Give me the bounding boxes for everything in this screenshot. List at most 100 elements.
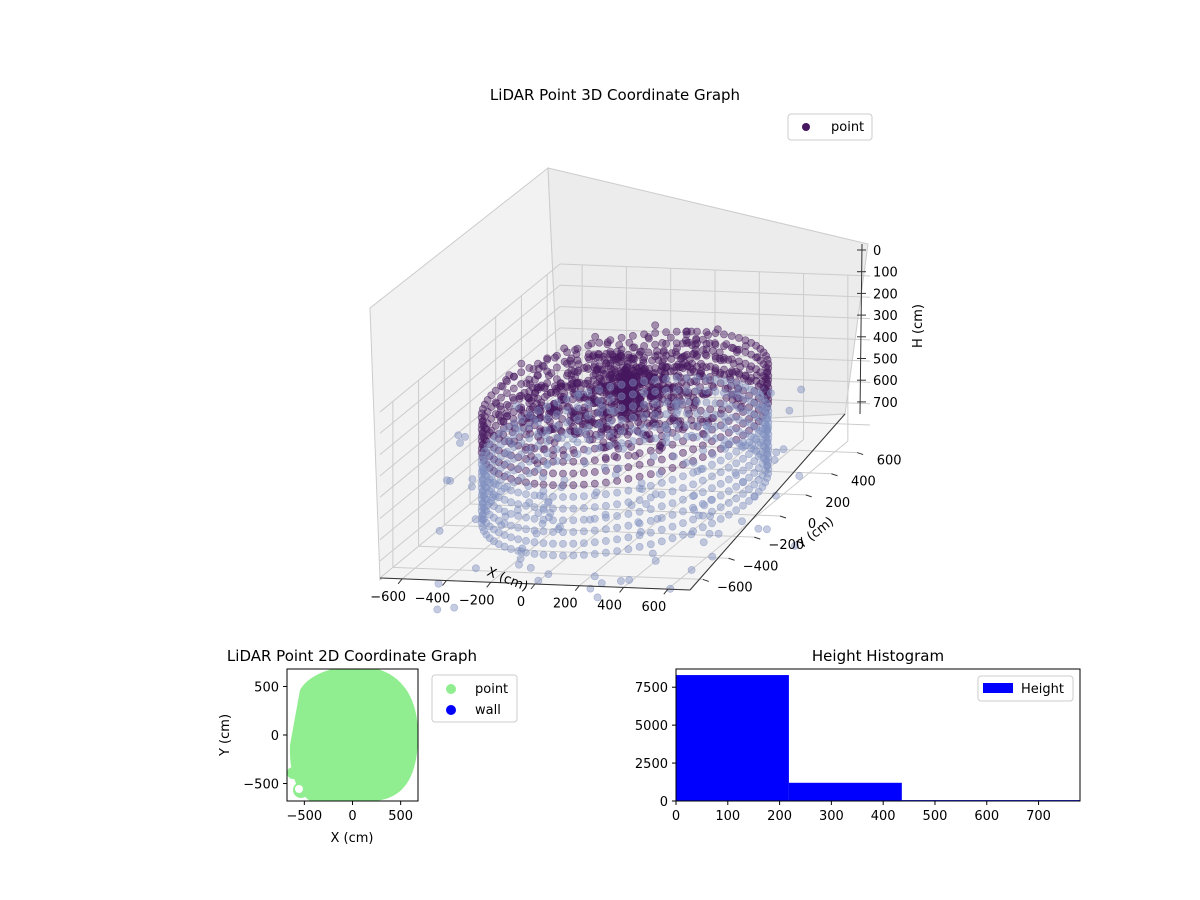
z-ticks-3d: 0 100 200 300 400 500 600 700 bbox=[857, 244, 898, 411]
data-point-3d bbox=[657, 490, 666, 499]
data-point-3d bbox=[679, 519, 687, 527]
data-point-3d bbox=[435, 527, 444, 535]
data-point-3d bbox=[752, 447, 760, 455]
data-point-3d bbox=[602, 513, 610, 522]
data-point-3d bbox=[509, 431, 518, 440]
data-point-3d bbox=[509, 443, 518, 451]
data-point-3d bbox=[747, 409, 756, 417]
data-point-3d bbox=[724, 417, 733, 425]
data-point-3d bbox=[549, 504, 557, 513]
data-point-3d bbox=[590, 572, 599, 581]
data-point-3d bbox=[606, 336, 615, 344]
data-point-3d bbox=[675, 393, 683, 402]
x-ticks-3d: −600 −400 −200 0 200 400 600 bbox=[370, 578, 669, 615]
data-point-3d bbox=[711, 434, 720, 443]
data-point-3d bbox=[687, 416, 696, 424]
grid-line bbox=[379, 263, 561, 413]
data-point-3d bbox=[735, 357, 743, 366]
data-point-3d bbox=[629, 378, 637, 387]
data-point-3d bbox=[525, 364, 534, 372]
data-point-3d bbox=[719, 442, 728, 450]
data-point-3d bbox=[693, 409, 701, 418]
data-point-3d bbox=[580, 480, 588, 489]
data-point-3d bbox=[747, 397, 756, 406]
data-point-3d bbox=[541, 431, 550, 440]
data-point-3d bbox=[595, 385, 604, 394]
x-tick-3d bbox=[397, 578, 403, 585]
data-point-3d bbox=[640, 388, 648, 397]
grid-line bbox=[379, 284, 561, 434]
data-point-3d bbox=[588, 384, 597, 393]
data-point-3d bbox=[747, 362, 756, 371]
data-point-3d bbox=[758, 471, 767, 480]
data-point-3d bbox=[626, 421, 634, 430]
data-point-3d bbox=[720, 424, 728, 432]
data-point-3d bbox=[640, 342, 648, 350]
data-point-3d bbox=[602, 466, 610, 475]
data-point-3d bbox=[624, 486, 633, 495]
data-point-3d bbox=[651, 411, 660, 419]
data-point-3d bbox=[586, 515, 594, 524]
data-point-3d bbox=[507, 498, 515, 507]
data-point-3d bbox=[629, 374, 638, 383]
data-point-3d bbox=[689, 445, 697, 454]
data-point-3d bbox=[635, 393, 643, 402]
data-point-3d bbox=[711, 352, 720, 361]
data-point-3d bbox=[655, 446, 664, 455]
data-point-3d bbox=[711, 399, 720, 408]
data-point-3d bbox=[590, 550, 599, 558]
data-point-3d bbox=[745, 497, 753, 505]
data-point-3d bbox=[613, 512, 621, 520]
data-point-3d bbox=[525, 399, 534, 407]
data-point-3d bbox=[657, 537, 666, 546]
data-point-3d bbox=[662, 375, 670, 383]
data-point-3d bbox=[662, 438, 671, 447]
data-point-3d bbox=[702, 398, 711, 407]
data-point-3d bbox=[635, 437, 644, 446]
data-point-3d bbox=[559, 493, 567, 501]
data-point-3d bbox=[785, 406, 794, 415]
data-point-3d bbox=[649, 452, 658, 461]
data-point-3d bbox=[480, 505, 489, 514]
data-point-3d bbox=[701, 350, 710, 359]
data-point-3d bbox=[570, 367, 579, 376]
data-point-3d bbox=[701, 377, 710, 386]
data-point-3d bbox=[525, 434, 534, 443]
data-point-3d bbox=[569, 469, 578, 478]
data-point-3d bbox=[767, 389, 775, 397]
data-point-3d bbox=[666, 333, 675, 342]
x-tick-label-3d: −600 bbox=[370, 590, 406, 605]
data-point-3d bbox=[646, 470, 655, 478]
data-point-3d bbox=[629, 390, 637, 399]
data-point-3d bbox=[503, 424, 511, 433]
data-point-3d bbox=[683, 362, 691, 371]
data-point-3d bbox=[672, 339, 681, 348]
data-point-3d bbox=[606, 371, 615, 380]
z-tick-label-3d: 0 bbox=[873, 244, 881, 259]
data-point-3d bbox=[530, 491, 539, 500]
data-point-3d bbox=[645, 334, 653, 343]
data-point-3d bbox=[530, 514, 539, 523]
histogram-bar bbox=[676, 675, 789, 801]
z-axis-label-3d: H (cm) bbox=[911, 304, 926, 348]
data-point-3d bbox=[571, 346, 579, 354]
data-point-3d bbox=[543, 402, 552, 411]
data-point-3d bbox=[569, 504, 578, 513]
data-point-3d bbox=[651, 375, 660, 384]
data-point-3d bbox=[745, 485, 753, 494]
data-point-3d bbox=[497, 393, 505, 402]
data-point-3d bbox=[553, 398, 561, 407]
data-point-3d bbox=[651, 352, 660, 361]
data-point-3d bbox=[530, 503, 539, 511]
data-point-3d bbox=[534, 465, 542, 473]
data-point-3d bbox=[478, 523, 487, 531]
data-point-3d bbox=[617, 415, 626, 424]
data-point-3d bbox=[477, 456, 486, 465]
data-point-3d bbox=[668, 511, 677, 519]
data-point-3d bbox=[685, 355, 694, 364]
data-point-3d bbox=[695, 511, 703, 520]
data-point-3d bbox=[489, 513, 498, 522]
y-tick-label-3d: −400 bbox=[743, 559, 779, 574]
data-point-3d bbox=[580, 551, 588, 559]
data-point-3d bbox=[651, 340, 660, 349]
